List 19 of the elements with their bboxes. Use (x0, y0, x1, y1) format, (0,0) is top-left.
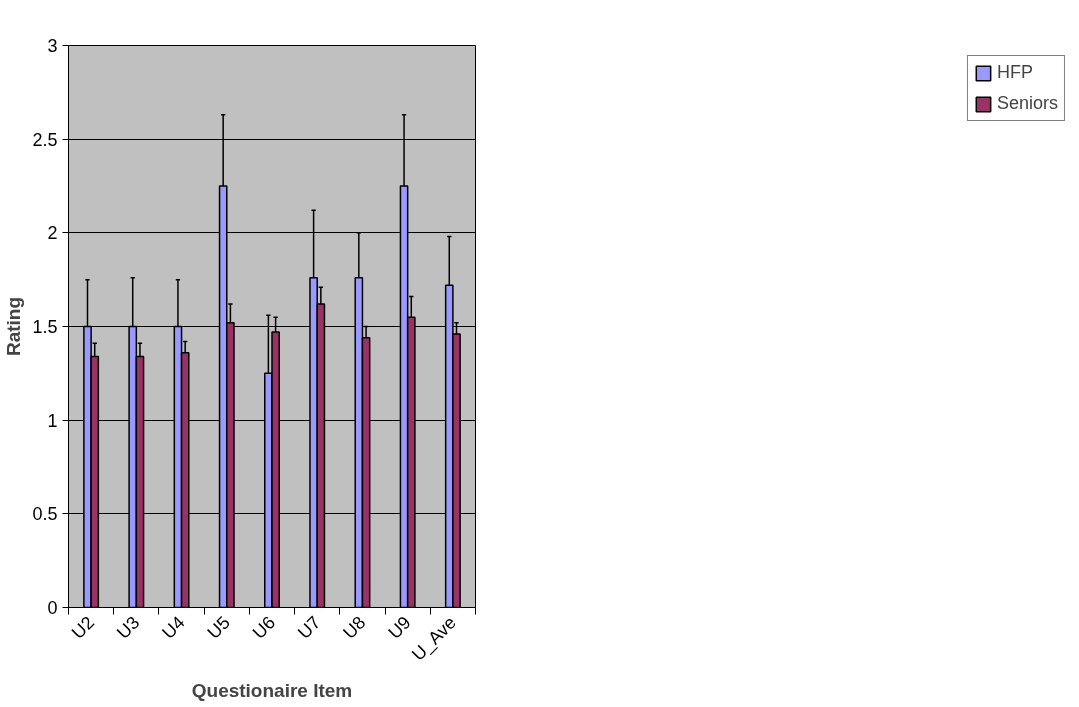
x-tick-label: U3 (112, 612, 144, 643)
legend-label: HFP (996, 62, 1033, 83)
x-tick-label: U6 (248, 612, 280, 643)
y-tick-label: 0.5 (32, 504, 58, 525)
y-tick-label: 0 (47, 598, 58, 618)
x-tick-label: U2 (67, 612, 99, 643)
y-tick-label: 3 (47, 36, 58, 56)
x-tick-label: U9 (384, 612, 415, 643)
x-tick-label: U5 (203, 612, 234, 643)
legend-label: Seniors (996, 93, 1058, 114)
y-tick-label: 2.5 (32, 129, 58, 150)
y-tick-label: 1.5 (32, 317, 58, 337)
y-axis-title: Rating (3, 296, 25, 357)
x-tick-label: U7 (293, 612, 325, 643)
y-tick-label: 2 (47, 223, 58, 244)
x-tick-label: U8 (339, 612, 370, 643)
x-tick-label: U4 (158, 612, 189, 643)
x-axis-title: Questionaire Item (191, 679, 353, 701)
y-tick-label: 1 (47, 410, 58, 431)
